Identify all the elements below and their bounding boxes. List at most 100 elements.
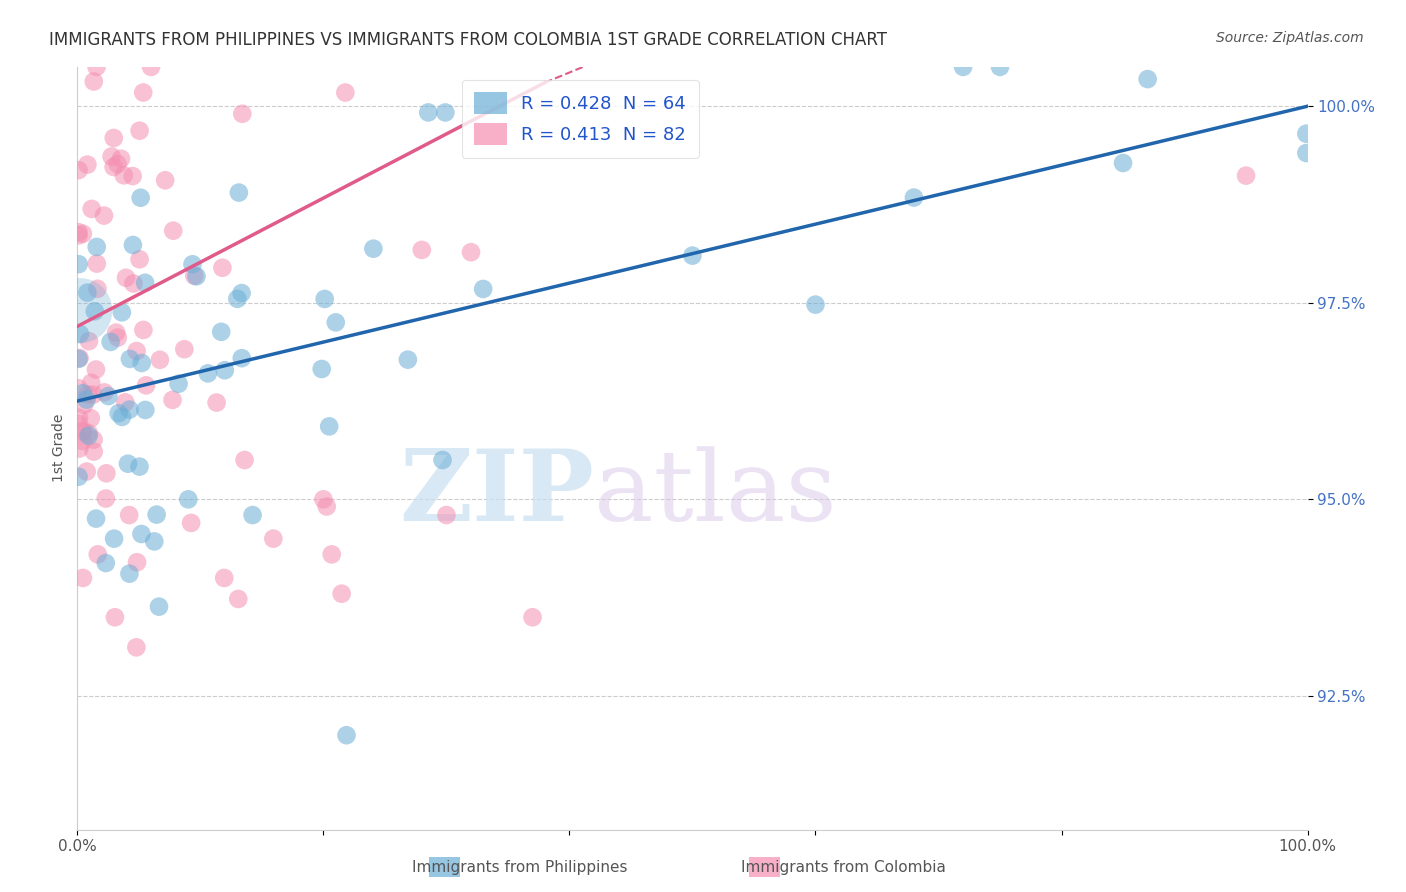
Point	[97, 389, 120, 403]
Point	[105, 326, 128, 340]
Point	[1234, 169, 1257, 183]
Point	[335, 728, 357, 742]
Point	[67, 381, 90, 395]
Point	[903, 190, 925, 204]
Point	[434, 105, 457, 120]
Point	[153, 173, 176, 187]
Point	[242, 508, 264, 522]
Point	[122, 238, 145, 252]
Point	[233, 453, 256, 467]
Point	[197, 367, 219, 381]
Point	[134, 276, 156, 290]
Point	[94, 491, 117, 506]
Point	[472, 282, 495, 296]
Point	[318, 419, 340, 434]
Point	[128, 252, 150, 267]
Point	[1295, 146, 1317, 161]
Text: atlas: atlas	[595, 446, 837, 541]
Point	[72, 434, 94, 448]
Point	[118, 508, 141, 522]
Point	[118, 351, 141, 366]
Point	[988, 60, 1011, 74]
Point	[226, 591, 249, 606]
Point	[162, 224, 184, 238]
Point	[107, 157, 129, 171]
Point	[67, 417, 90, 431]
Point	[72, 227, 94, 241]
Point	[134, 403, 156, 417]
Point	[103, 160, 125, 174]
Point	[330, 587, 353, 601]
Point	[104, 610, 127, 624]
Point	[76, 465, 98, 479]
Point	[83, 74, 105, 88]
Point	[132, 86, 155, 100]
Y-axis label: 1st Grade: 1st Grade	[52, 414, 66, 483]
Point	[209, 325, 232, 339]
Point	[177, 492, 200, 507]
Point	[80, 202, 103, 216]
Point	[211, 260, 233, 275]
Point	[135, 378, 157, 392]
Point	[311, 362, 333, 376]
Point	[335, 86, 357, 100]
Point	[129, 191, 152, 205]
Point	[363, 242, 385, 256]
Legend: R = 0.428  N = 64, R = 0.413  N = 82: R = 0.428 N = 64, R = 0.413 N = 82	[461, 79, 699, 158]
Point	[87, 548, 110, 562]
Point	[84, 362, 107, 376]
Point	[312, 492, 335, 507]
Point	[67, 228, 90, 243]
Point	[148, 599, 170, 614]
Point	[212, 571, 235, 585]
Point	[94, 556, 117, 570]
Point	[180, 516, 202, 530]
Point	[522, 610, 544, 624]
Point	[77, 428, 100, 442]
Point	[139, 60, 162, 74]
Point	[93, 209, 115, 223]
Point	[231, 107, 253, 121]
Point	[82, 388, 104, 402]
Point	[143, 534, 166, 549]
Point	[114, 395, 136, 409]
Point	[80, 411, 103, 425]
Point	[325, 315, 347, 329]
Point	[125, 640, 148, 655]
Point	[186, 269, 208, 284]
Point	[93, 385, 115, 400]
Point	[122, 277, 145, 291]
Point	[396, 352, 419, 367]
Point	[132, 323, 155, 337]
Point	[72, 425, 94, 439]
Point	[804, 298, 827, 312]
Point	[76, 387, 98, 401]
Point	[321, 547, 343, 561]
Point	[67, 163, 90, 178]
Point	[86, 240, 108, 254]
Point	[100, 149, 122, 163]
Point	[67, 410, 90, 425]
Point	[231, 351, 253, 366]
Point	[69, 351, 91, 365]
Point	[117, 457, 139, 471]
Point	[86, 282, 108, 296]
Point	[67, 469, 90, 483]
Point	[183, 268, 205, 283]
Point	[77, 426, 100, 441]
Point	[72, 424, 94, 438]
Point	[86, 60, 108, 74]
Point	[111, 409, 134, 424]
Point	[228, 186, 250, 200]
Point	[214, 363, 236, 377]
Point	[84, 511, 107, 525]
Point	[72, 571, 94, 585]
Point	[69, 303, 91, 318]
Point	[125, 344, 148, 359]
Point	[432, 453, 454, 467]
Point	[125, 555, 148, 569]
Point	[181, 257, 204, 271]
Text: Immigrants from Philippines: Immigrants from Philippines	[412, 861, 628, 875]
Point	[231, 286, 253, 301]
Point	[1112, 156, 1135, 170]
